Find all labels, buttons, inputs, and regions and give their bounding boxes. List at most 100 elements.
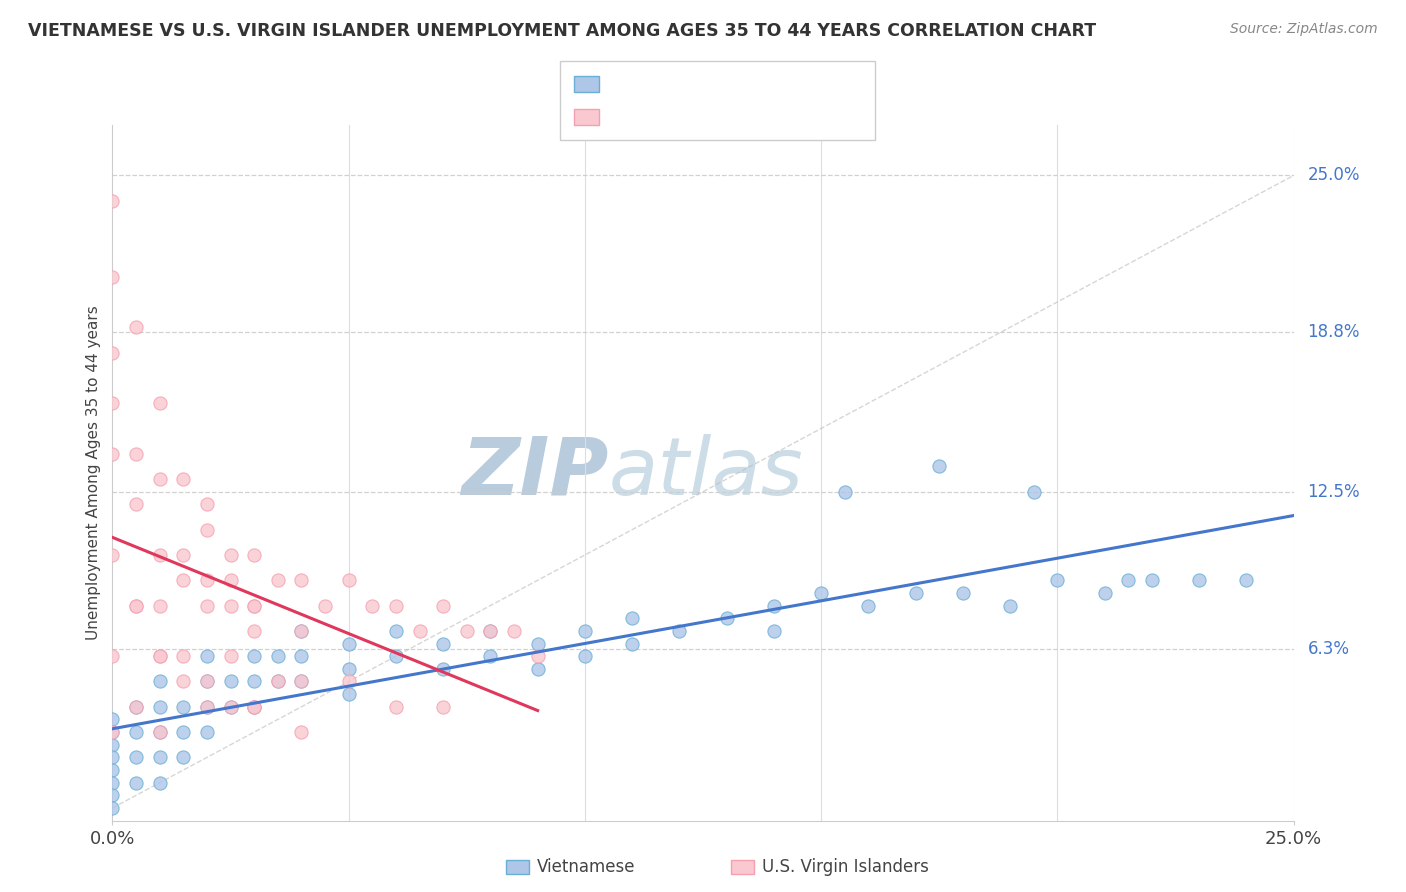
Point xyxy=(243,699,266,714)
Point xyxy=(928,459,950,474)
Point xyxy=(101,447,124,461)
Point xyxy=(219,548,242,562)
Point xyxy=(385,624,408,638)
Point xyxy=(125,699,148,714)
Point xyxy=(125,320,148,334)
Y-axis label: Unemployment Among Ages 35 to 44 years: Unemployment Among Ages 35 to 44 years xyxy=(86,305,101,640)
Point xyxy=(195,497,218,511)
Point xyxy=(479,624,502,638)
Point xyxy=(149,649,172,664)
Point xyxy=(101,396,124,410)
Text: 12.5%: 12.5% xyxy=(1308,483,1360,500)
Point xyxy=(408,624,430,638)
Point xyxy=(195,599,218,613)
Point xyxy=(125,497,148,511)
Point xyxy=(149,699,172,714)
Point xyxy=(172,548,194,562)
Point xyxy=(1116,574,1139,588)
Point xyxy=(337,687,360,701)
Point xyxy=(172,649,194,664)
Point xyxy=(432,662,454,676)
Point xyxy=(290,574,312,588)
Point xyxy=(456,624,478,638)
Point xyxy=(668,624,690,638)
Point xyxy=(1234,574,1257,588)
Point xyxy=(1140,574,1163,588)
Point xyxy=(479,649,502,664)
Point xyxy=(337,674,360,689)
Point xyxy=(125,699,148,714)
Point xyxy=(385,599,408,613)
Point xyxy=(762,624,785,638)
Point xyxy=(101,738,124,752)
Point xyxy=(385,699,408,714)
Point xyxy=(267,574,290,588)
Point xyxy=(219,599,242,613)
Point xyxy=(101,789,124,803)
Point xyxy=(125,750,148,764)
Point xyxy=(243,624,266,638)
Point xyxy=(267,674,290,689)
Point xyxy=(101,750,124,764)
Point xyxy=(101,269,124,284)
Point xyxy=(526,662,548,676)
Point xyxy=(904,586,927,600)
Point xyxy=(574,624,596,638)
Point xyxy=(195,725,218,739)
Point xyxy=(125,447,148,461)
Point xyxy=(172,472,194,486)
Point xyxy=(1094,586,1116,600)
Point xyxy=(195,574,218,588)
Point xyxy=(1188,574,1211,588)
Point xyxy=(337,636,360,650)
Point xyxy=(834,484,856,499)
Point xyxy=(219,649,242,664)
Text: Source: ZipAtlas.com: Source: ZipAtlas.com xyxy=(1230,22,1378,37)
Point xyxy=(621,636,644,650)
Point xyxy=(432,699,454,714)
Point xyxy=(101,801,124,815)
Point xyxy=(290,624,312,638)
Point xyxy=(219,574,242,588)
Point xyxy=(621,611,644,625)
Point xyxy=(172,574,194,588)
Point xyxy=(125,775,148,789)
Point xyxy=(195,699,218,714)
Point xyxy=(243,599,266,613)
Point xyxy=(243,548,266,562)
Point xyxy=(125,599,148,613)
Point xyxy=(195,649,218,664)
Point xyxy=(195,674,218,689)
Point xyxy=(762,599,785,613)
Point xyxy=(337,574,360,588)
Point xyxy=(479,624,502,638)
Point xyxy=(195,699,218,714)
Point xyxy=(172,750,194,764)
Point xyxy=(125,725,148,739)
Point xyxy=(219,699,242,714)
Point xyxy=(267,649,290,664)
Point xyxy=(101,548,124,562)
Point xyxy=(149,725,172,739)
Point xyxy=(385,649,408,664)
Point xyxy=(432,636,454,650)
Point xyxy=(267,674,290,689)
Point xyxy=(149,750,172,764)
Point xyxy=(101,775,124,789)
Point xyxy=(1022,484,1045,499)
Point xyxy=(149,649,172,664)
Point xyxy=(716,611,738,625)
Point xyxy=(290,674,312,689)
Point xyxy=(1046,574,1069,588)
Point xyxy=(101,345,124,359)
Text: VIETNAMESE VS U.S. VIRGIN ISLANDER UNEMPLOYMENT AMONG AGES 35 TO 44 YEARS CORREL: VIETNAMESE VS U.S. VIRGIN ISLANDER UNEMP… xyxy=(28,22,1097,40)
Point xyxy=(361,599,384,613)
Point xyxy=(195,674,218,689)
Text: atlas: atlas xyxy=(609,434,803,512)
Point xyxy=(149,548,172,562)
Point xyxy=(526,636,548,650)
Point xyxy=(432,599,454,613)
Point xyxy=(574,649,596,664)
Point xyxy=(290,649,312,664)
Point xyxy=(243,699,266,714)
